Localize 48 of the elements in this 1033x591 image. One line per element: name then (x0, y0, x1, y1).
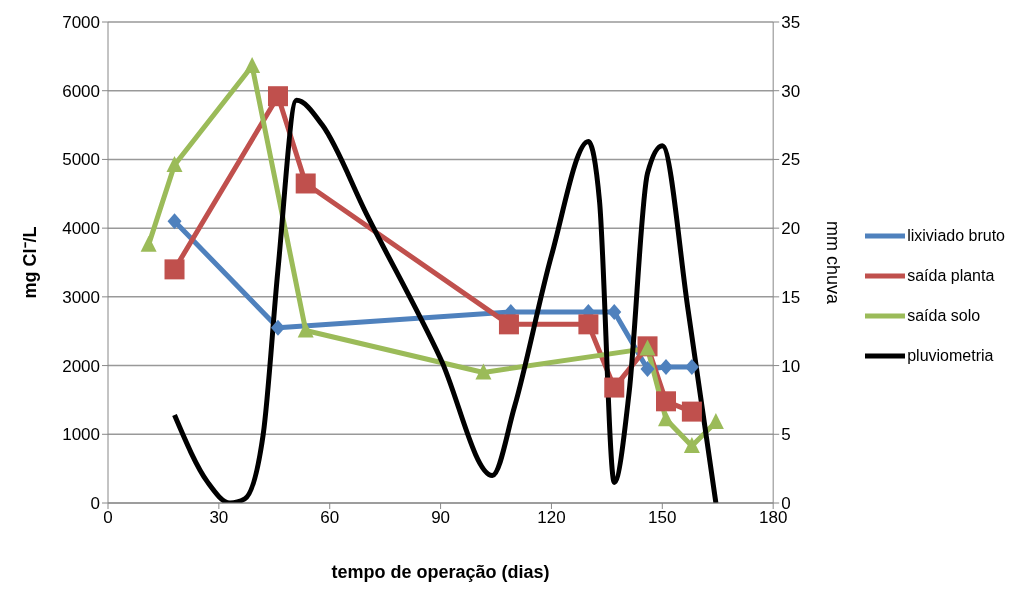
y2-tick-label: 5 (781, 425, 791, 445)
point (684, 358, 699, 375)
y2-tick-label: 35 (781, 13, 801, 33)
x-tick-label: 0 (103, 508, 113, 528)
point (267, 86, 288, 107)
y-tick-label: 1000 (62, 425, 100, 445)
x-tick-label: 30 (209, 508, 229, 528)
point (656, 391, 677, 412)
legend-label: lixiviado bruto (907, 226, 1005, 245)
x-tick-label: 120 (537, 508, 566, 528)
x-axis-title: tempo de operação (dias) (331, 561, 550, 582)
point (244, 56, 261, 73)
point (475, 363, 492, 380)
y-tick-label: 7000 (62, 13, 100, 33)
point (498, 314, 519, 335)
y-tick-label: 6000 (62, 81, 100, 101)
point (167, 213, 182, 230)
y2-tick-label: 15 (781, 287, 801, 307)
y-tick-label: 5000 (62, 150, 100, 170)
y2-tick-label: 30 (781, 81, 801, 101)
x-tick-label: 60 (320, 508, 340, 528)
point (604, 377, 625, 398)
y-tick-label: 0 (90, 494, 100, 514)
point (164, 259, 185, 280)
y-tick-label: 3000 (62, 287, 100, 307)
y-tick-label: 2000 (62, 356, 100, 376)
point (607, 303, 622, 320)
x-tick-label: 90 (431, 508, 451, 528)
y2-tick-label: 10 (781, 356, 801, 376)
point (166, 155, 183, 172)
y2-tick-label: 25 (781, 150, 801, 170)
y2-tick-label: 20 (781, 219, 801, 239)
legend-label: saída planta (907, 266, 995, 285)
point (140, 235, 157, 252)
point (640, 361, 655, 378)
y-tick-label: 4000 (62, 219, 100, 239)
legend-label: saída solo (907, 306, 981, 325)
point (295, 173, 316, 194)
point (270, 319, 285, 336)
y-axis-title: mg Cl⁻/L (20, 226, 41, 299)
legend-label: pluviometria (907, 346, 994, 365)
point (681, 401, 702, 422)
y2-axis-title: mm chuva (822, 220, 843, 305)
point (658, 410, 675, 427)
point (578, 314, 599, 335)
point (297, 321, 314, 338)
point (683, 436, 700, 453)
x-tick-label: 150 (648, 508, 677, 528)
